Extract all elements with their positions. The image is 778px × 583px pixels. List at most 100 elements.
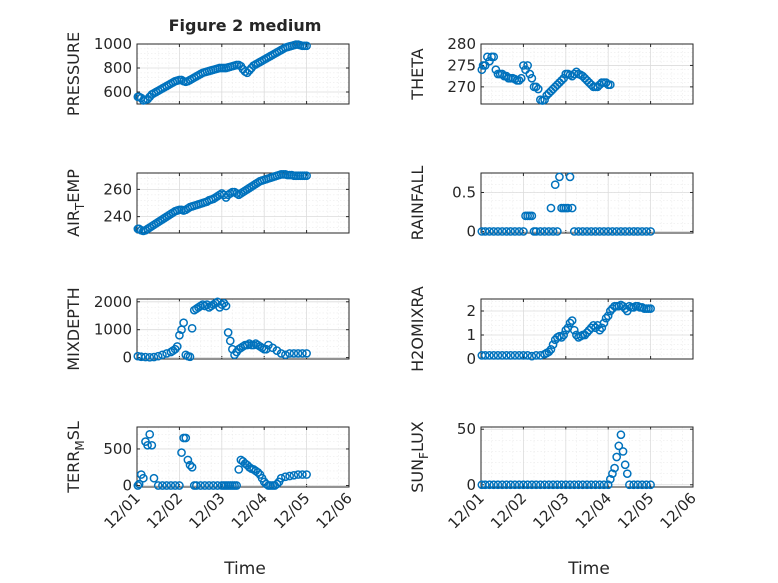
data-point <box>134 479 144 489</box>
y-axis-label-main: MIXDEPTH <box>64 287 83 370</box>
y-axis-label: H2OMIXRA <box>408 286 427 372</box>
data-point <box>302 349 311 358</box>
data-point <box>514 480 524 490</box>
data-point <box>196 481 205 490</box>
y-axis-label-main: TERR <box>64 451 83 494</box>
data-point <box>540 95 549 105</box>
data-point <box>493 351 503 360</box>
plot-border <box>136 172 350 234</box>
subplot-theta: 270 275 280 THETA <box>408 35 694 105</box>
data-point <box>175 481 184 490</box>
x-tick-label: 12/01 <box>101 489 144 532</box>
data-point <box>141 352 150 362</box>
data-point <box>546 345 556 354</box>
data-point <box>285 349 294 358</box>
data-point <box>561 480 571 490</box>
data-point <box>510 227 520 236</box>
data-point <box>618 447 628 456</box>
plot-border <box>480 298 694 360</box>
y-tick-label: 0 <box>466 222 476 240</box>
x-axis-label-right: Time <box>567 559 610 579</box>
data-point <box>204 481 214 490</box>
y-axis-label: THETA <box>408 48 427 100</box>
data-point <box>147 440 157 450</box>
plot-area <box>480 172 694 234</box>
data-point <box>242 68 252 78</box>
plot-area <box>136 172 350 234</box>
subplot-h2omixra: 0 1 2 H2OMIXRA <box>408 286 694 372</box>
data-point <box>145 429 155 439</box>
data-point <box>610 463 619 473</box>
x-tick-label: 12/02 <box>143 489 186 532</box>
data-point <box>502 480 511 490</box>
data-point <box>158 481 167 490</box>
y-axis-label: PRESSURE <box>64 32 83 116</box>
data-point <box>550 180 560 190</box>
data-point <box>612 452 622 462</box>
data-point <box>485 480 494 490</box>
data-point <box>523 61 532 70</box>
data-point <box>136 352 146 362</box>
data-point <box>149 352 159 362</box>
data-point <box>531 351 541 360</box>
data-point <box>578 227 588 236</box>
plot-area <box>480 426 694 488</box>
data-point <box>565 318 575 328</box>
data-point <box>281 350 290 360</box>
data-point <box>637 480 647 490</box>
data-point <box>603 311 613 321</box>
data-point <box>614 441 624 451</box>
data-point <box>555 172 564 182</box>
data-point <box>293 470 303 479</box>
data-point <box>531 82 541 92</box>
data-point <box>620 460 630 470</box>
data-point <box>510 351 520 360</box>
data-point <box>497 227 507 236</box>
data-point <box>527 73 537 83</box>
y-tick-label: 0 <box>466 350 476 368</box>
y-axis-label: RAINFALL <box>408 166 427 241</box>
data-point <box>510 480 520 490</box>
data-point <box>625 480 634 490</box>
data-point <box>578 480 588 490</box>
y-tick-label: 1000 <box>94 35 132 53</box>
data-point <box>298 349 307 358</box>
y-axis-label-main: PRESSURE <box>64 32 83 116</box>
data-point <box>569 69 579 79</box>
data-point <box>608 227 617 236</box>
data-point <box>533 84 543 94</box>
data-point <box>133 481 143 490</box>
data-point <box>557 333 566 342</box>
y-axis-label-subscript: M <box>73 440 87 450</box>
data-point <box>172 342 182 351</box>
x-axis-label-left: Time <box>223 559 266 579</box>
data-point <box>595 480 605 490</box>
data-point <box>574 227 583 236</box>
y-tick-label: 240 <box>103 208 132 226</box>
plot-border <box>480 43 694 105</box>
data-point <box>605 80 615 90</box>
x-tick-label: 12/04 <box>228 489 271 532</box>
data-point <box>302 41 311 51</box>
y-axis-label-subscript: F <box>417 452 431 459</box>
data-point <box>622 469 632 479</box>
data-point <box>561 325 571 335</box>
data-point <box>527 480 537 490</box>
x-tick-label: 12/03 <box>185 489 228 532</box>
data-point <box>139 473 148 483</box>
y-tick-label: 0 <box>122 349 132 367</box>
y-tick-label: 500 <box>103 440 132 458</box>
data-point <box>625 227 634 236</box>
data-point <box>540 480 549 490</box>
y-axis-label-tail: LUX <box>408 421 427 452</box>
data-point <box>281 472 290 482</box>
data-point <box>502 227 511 236</box>
data-point <box>601 313 611 323</box>
data-point <box>580 330 590 340</box>
data-point <box>582 480 592 490</box>
data-point <box>586 480 596 490</box>
y-tick-label: 0 <box>122 477 132 495</box>
data-point <box>245 462 254 472</box>
data-point <box>633 480 643 490</box>
